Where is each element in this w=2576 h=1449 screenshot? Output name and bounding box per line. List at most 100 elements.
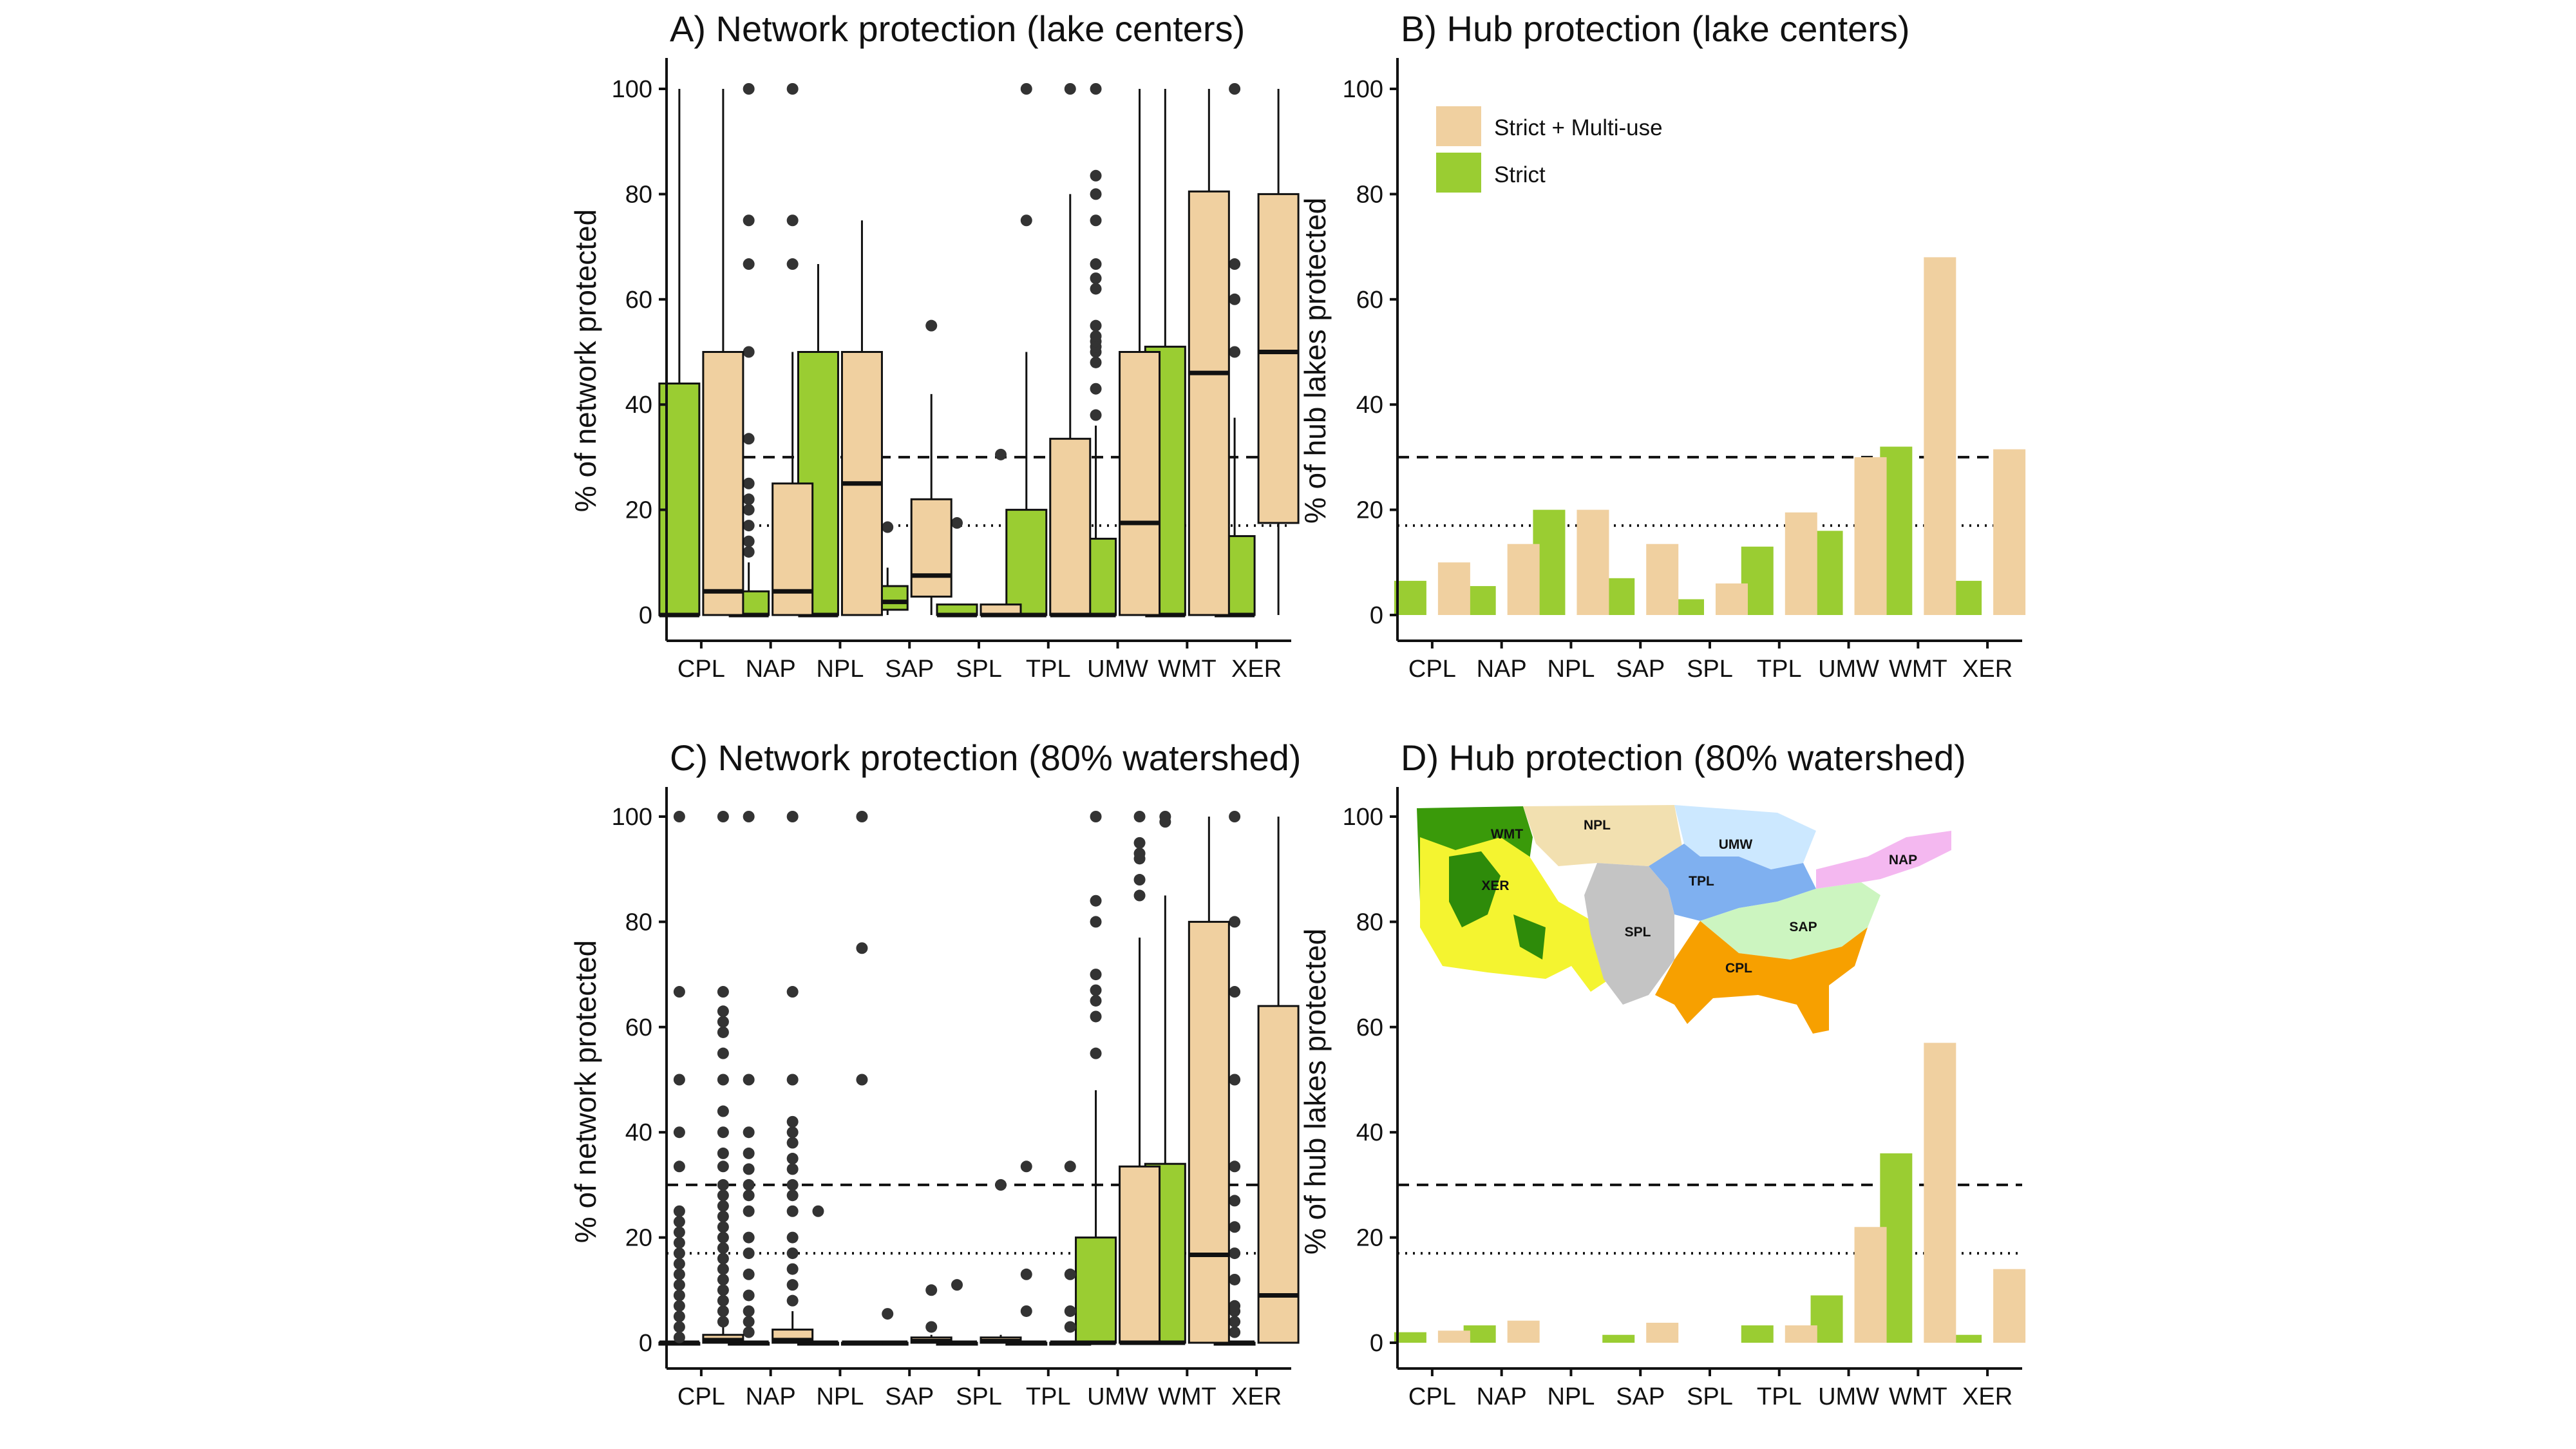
panel-b-y-axis-label: % of hub lakes protected [1298,198,1332,524]
outlier-nap-strict [743,258,755,270]
x-tick-label-npl: NPL [1547,1383,1595,1410]
outlier-npl-strict-multiuse [856,942,868,954]
outlier-nap-strict-multiuse [786,1189,799,1202]
x-tick-label-xer: XER [1231,1383,1282,1410]
bar-cpl-strict [1394,1332,1426,1343]
outlier-nap-strict-multiuse [786,214,799,227]
y-tick-label: 40 [1356,392,1383,419]
x-tick-label-sap: SAP [885,656,934,683]
outlier-cpl-strict-multiuse [717,1221,729,1233]
outlier-umw-strict [1090,409,1102,421]
bar-sap-strict-multiuse [1646,1322,1679,1343]
x-tick-label-npl: NPL [1547,656,1595,683]
y-tick-label: 40 [1356,1119,1383,1146]
x-tick-label-npl: NPL [816,1383,864,1410]
outlier-xer-strict [1229,1195,1241,1207]
outlier-cpl-strict [673,1331,685,1343]
bar-tpl-strict-multiuse [1785,1325,1817,1343]
outlier-nap-strict-multiuse [786,1231,799,1244]
outlier-nap-strict [743,1268,755,1280]
outlier-umw-strict [1090,319,1102,332]
y-tick-label: 100 [612,76,652,103]
panel-d-y-axis-label: % of hub lakes protected [1298,929,1332,1255]
map-region-umw [1674,805,1816,869]
outlier-umw-strict [1090,984,1102,996]
panel-a: A) Network protection (lake centers) % o… [569,8,1300,683]
outlier-nap-strict [743,504,755,516]
legend-swatch-strict-multiuse [1436,106,1481,146]
outlier-cpl-strict-multiuse [717,811,729,822]
outlier-cpl-strict-multiuse [717,1179,729,1191]
outlier-cpl-strict-multiuse [717,1005,729,1018]
outlier-xer-strict [1229,1074,1241,1086]
x-tick-label-spl: SPL [956,1383,1002,1410]
panel-b: B) Hub protection (lake centers) % of hu… [1298,8,2026,683]
panel-c-title: C) Network protection (80% watershed) [670,737,1301,778]
outlier-nap-strict [743,520,755,532]
x-tick-label-spl: SPL [956,656,1002,683]
panel-a-plot-area: 0 20 40 60 80 100 CPL NAP NPL SAP SPL TPL UMW WMT XER [612,58,1300,683]
bar-cpl-strict [1394,580,1426,615]
outlier-nap-strict [743,1305,755,1317]
outlier-cpl-strict-multiuse [717,1126,729,1139]
outlier-cpl-strict [673,1258,685,1270]
outlier-umw-strict [1090,969,1102,981]
outlier-nap-strict [743,83,755,95]
outlier-sap-strict-multiuse [925,1284,938,1296]
outlier-tpl-strict [1020,1305,1032,1317]
outlier-nap-strict-multiuse [786,1115,799,1128]
x-tick-label-xer: XER [1231,656,1282,683]
outlier-cpl-strict-multiuse [717,1253,729,1265]
outlier-cpl-strict [673,1300,685,1312]
outlier-cpl-strict [673,1216,685,1228]
x-tick-label-sap: SAP [1616,1383,1665,1410]
x-tick-label-spl: SPL [1687,656,1733,683]
outlier-umw-strict [1090,811,1102,822]
y-tick-label: 0 [639,1330,652,1357]
outlier-tpl-strict [1020,83,1032,95]
y-tick-label: 60 [1356,1014,1383,1041]
x-tick-label-tpl: TPL [1757,1383,1802,1410]
y-tick-label: 100 [612,804,652,831]
outlier-spl-strict [951,1279,963,1291]
outlier-xer-strict [1229,1300,1241,1312]
outlier-cpl-strict [673,1268,685,1280]
outlier-nap-strict-multiuse [786,1179,799,1191]
outlier-cpl-strict-multiuse [717,1189,729,1202]
bar-tpl-strict-multiuse [1785,512,1817,615]
legend-label-strict: Strict [1494,162,1546,187]
outlier-sap-strict [882,1308,894,1320]
x-tick-label-tpl: TPL [1026,1383,1071,1410]
outlier-cpl-strict-multiuse [717,1105,729,1117]
y-tick-label: 20 [625,1225,652,1252]
outlier-umw-strict [1090,383,1102,395]
outlier-nap-strict-multiuse [786,986,799,998]
map-label-nap: NAP [1889,853,1917,867]
outlier-tpl-strict [1020,1268,1032,1280]
outlier-tpl-strict-multiuse [1064,1268,1076,1280]
outlier-nap-strict [743,1074,755,1086]
x-tick-label-wmt: WMT [1889,656,1947,683]
outlier-cpl-strict [673,1074,685,1086]
outlier-umw-strict [1090,1010,1102,1023]
outlier-umw-strict [1090,330,1102,342]
outlier-nap-strict [743,535,755,547]
outlier-umw-strict-multiuse [1133,848,1146,860]
outlier-sap-strict-multiuse [925,1321,938,1333]
panel-b-plot-area: 0 20 40 60 80 100 CPL NAP NPL SAP SPL TPL UMW WMT XER [1343,58,2026,683]
outlier-cpl-strict-multiuse [717,986,729,998]
x-tick-label-umw: UMW [1818,1383,1879,1410]
outlier-sap-strict-multiuse [925,319,938,332]
outlier-cpl-strict [673,1289,685,1302]
map-label-umw: UMW [1719,837,1753,852]
outlier-cpl-strict-multiuse [717,1231,729,1244]
outlier-cpl-strict [673,1247,685,1260]
panel-c-plot-area: 0 20 40 60 80 100 CPL NAP NPL SAP SPL TPL UMW WMT XER [612,787,1300,1410]
x-tick-label-umw: UMW [1087,656,1148,683]
outlier-umw-strict [1090,895,1102,907]
outlier-cpl-strict [673,1321,685,1333]
outlier-nap-strict [743,1189,755,1202]
y-tick-label: 0 [1370,1330,1383,1357]
outlier-nap-strict [743,477,755,489]
outlier-xer-strict [1229,811,1241,822]
